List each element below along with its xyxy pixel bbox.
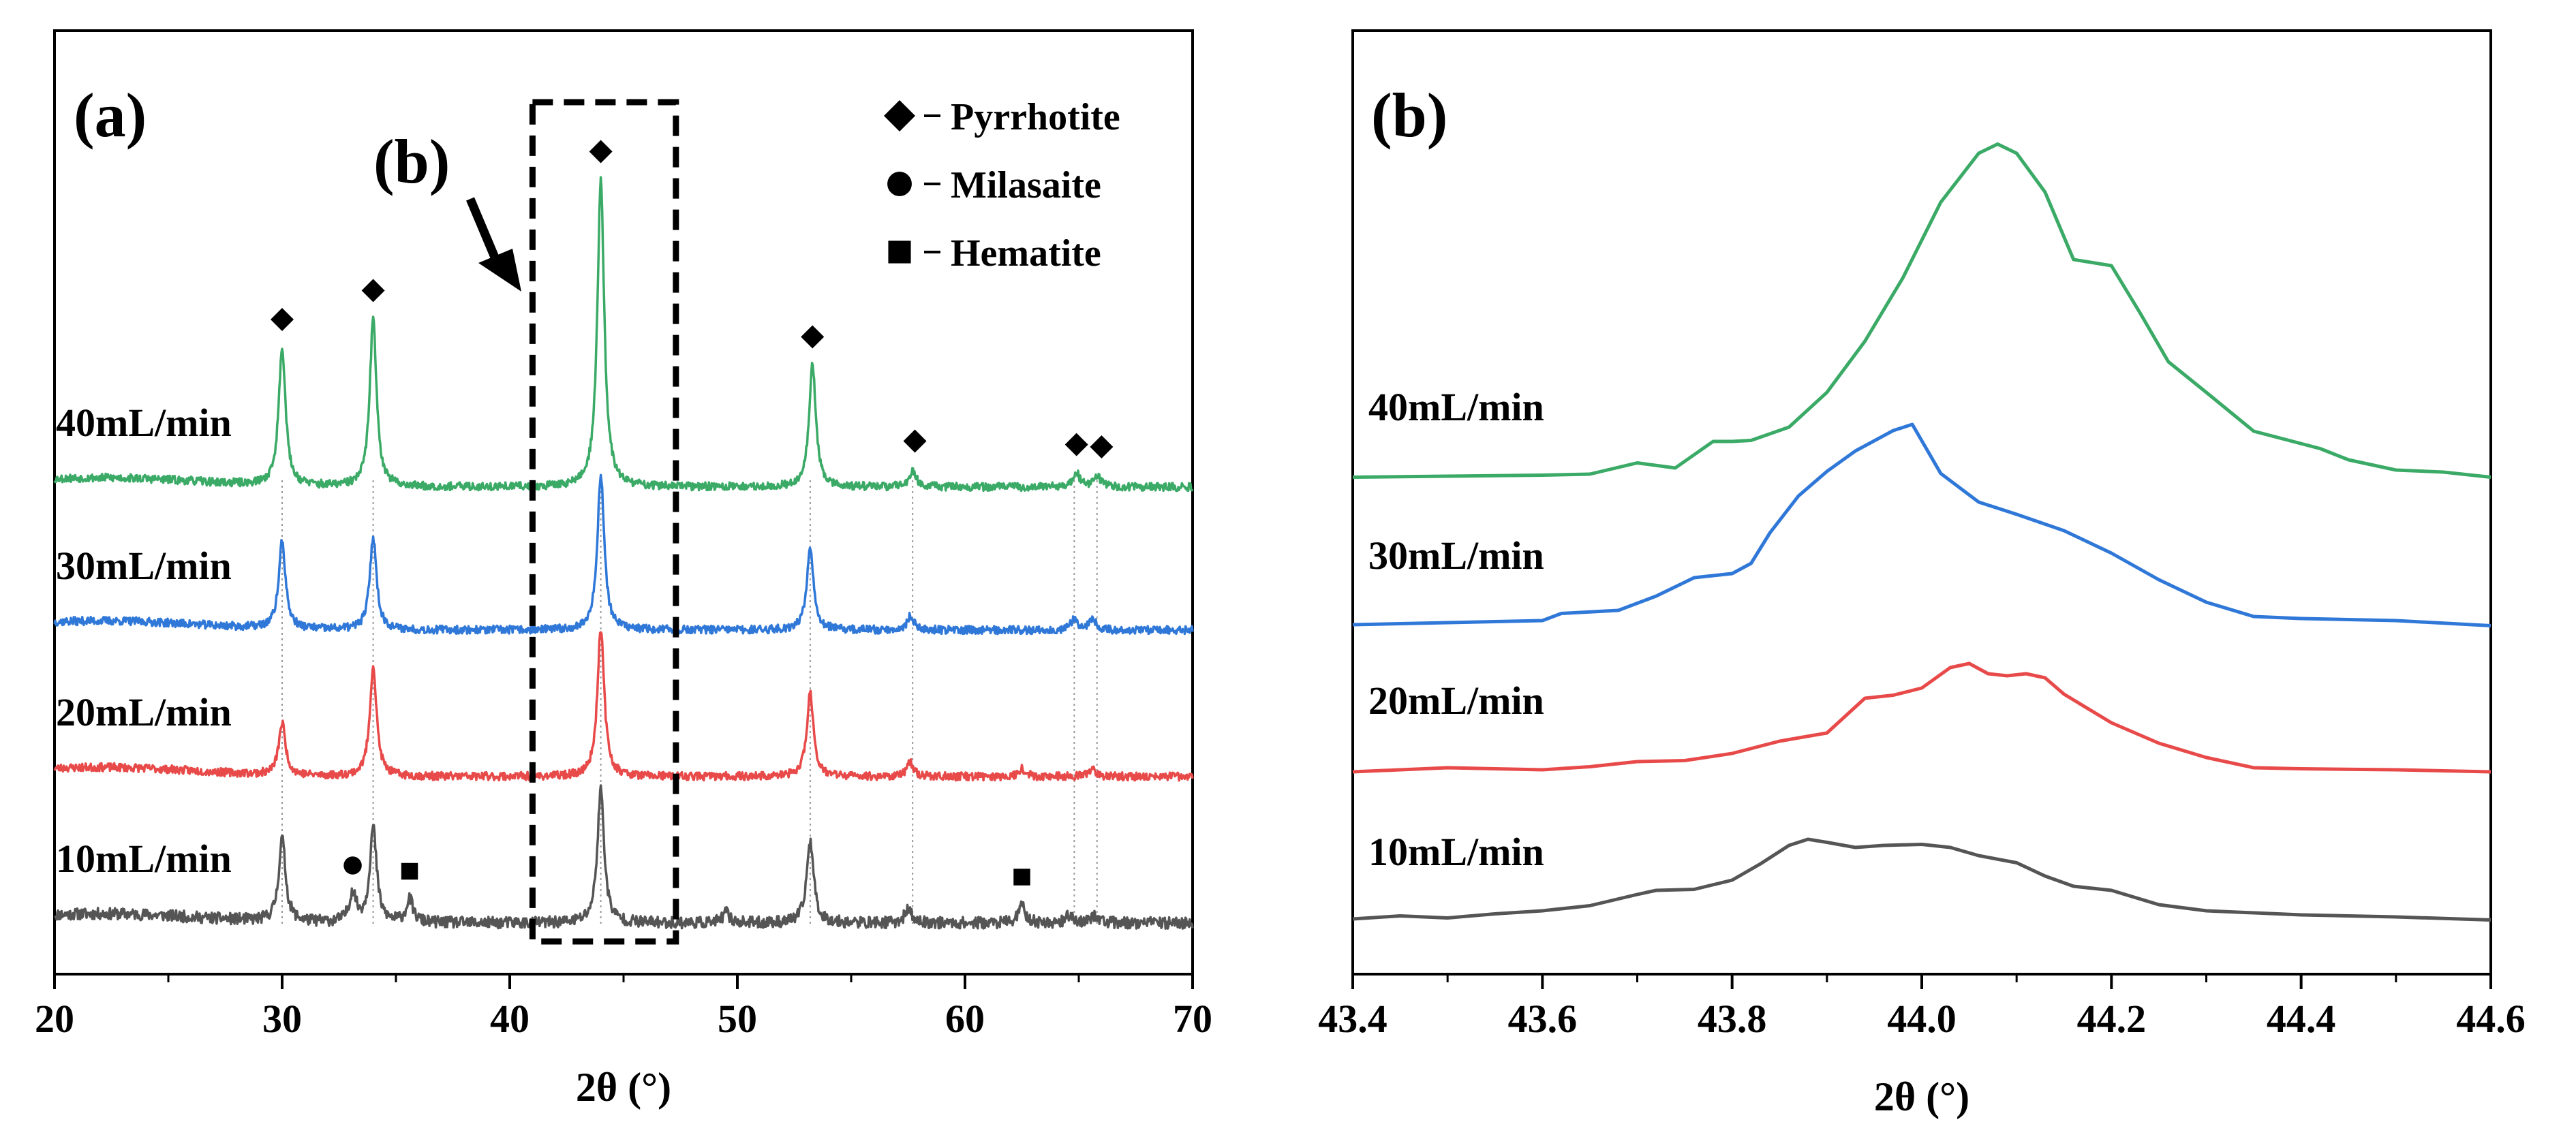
legend-label-milasaite: Milasaite [951, 164, 1101, 206]
x-tick-label: 20 [35, 997, 74, 1041]
inset-region-box [529, 99, 679, 945]
panel-a-legend: Pyrrhotite Milasaite Hematite [884, 96, 1120, 275]
x-tick-label: 44.6 [2456, 997, 2526, 1041]
panel-b-x-axis-label: 2θ (°) [1874, 1074, 1969, 1119]
diamond-phase-marker [271, 308, 294, 331]
legend-label-hematite: Hematite [951, 232, 1101, 275]
circle-phase-marker [343, 856, 362, 875]
panel-b-sample-label: 40mL/min [1368, 385, 1544, 429]
panel-a-sample-label: 40mL/min [56, 401, 232, 445]
zoomed-pattern-10mL-per-min [1352, 837, 2491, 922]
diamond-phase-marker [589, 140, 613, 163]
square-legend-symbol [888, 240, 911, 264]
xrd-pattern-40mL-per-min [53, 176, 1194, 493]
xrd-pattern-30mL-per-min [53, 473, 1194, 636]
inset-region-label: (b) [373, 127, 450, 196]
x-tick-label: 43.4 [1318, 997, 1387, 1041]
square-phase-marker [401, 862, 418, 880]
diamond-phase-marker [903, 429, 927, 453]
panel-b-sample-label: 20mL/min [1368, 678, 1544, 723]
xrd-pattern-10mL-per-min [53, 784, 1194, 930]
panel-b-label: (b) [1371, 80, 1447, 150]
x-tick-label: 44.4 [2267, 997, 2336, 1041]
panel-a-sample-label: 30mL/min [56, 544, 232, 588]
panel-a-reference-lines [281, 480, 1098, 926]
panel-b-x-axis: 43.4 43.6 43.8 44.0 44.2 44.4 44.6 [1318, 974, 2526, 1041]
panel-a-phase-markers [271, 140, 1114, 886]
square-phase-marker [1013, 869, 1030, 886]
panel-b-sample-labels: 10mL/min 20mL/min 30mL/min 40mL/min [1368, 385, 1544, 874]
panel-a-label: (a) [74, 80, 147, 150]
panel-b-zoomed-peak: 10mL/min 20mL/min 30mL/min 40mL/min (b) 43.… [1318, 29, 2526, 1119]
x-tick-label: 43.8 [1698, 997, 1767, 1041]
diamond-phase-marker [1064, 433, 1088, 456]
panel-a-xrd-patterns: 10mL/min 20mL/min 30mL/min 40mL/min (b) (a)… [35, 29, 1212, 1110]
diamond-phase-marker [801, 325, 825, 349]
diamond-phase-marker [1090, 435, 1114, 458]
zoomed-pattern-40mL-per-min [1352, 142, 2491, 479]
panel-b-sample-label: 10mL/min [1368, 830, 1544, 874]
circle-legend-symbol [887, 172, 912, 196]
zoomed-pattern-20mL-per-min [1352, 661, 2491, 774]
panel-a-x-axis: 20 30 40 50 60 70 [35, 974, 1212, 1041]
x-tick-label: 40 [490, 997, 530, 1041]
x-tick-label: 50 [718, 997, 757, 1041]
inset-arrow [466, 197, 521, 292]
diamond-legend-symbol [884, 100, 915, 131]
panel-a-x-axis-label: 2θ (°) [576, 1065, 671, 1110]
panel-b-series [1352, 142, 2491, 922]
x-tick-label: 30 [262, 997, 302, 1041]
diamond-phase-marker [361, 279, 385, 302]
panel-a-sample-label: 20mL/min [56, 690, 232, 734]
legend-label-pyrrhotite: Pyrrhotite [951, 96, 1120, 138]
x-tick-label: 44.2 [2077, 997, 2147, 1041]
zoomed-pattern-30mL-per-min [1352, 422, 2491, 627]
panel-a-sample-labels: 10mL/min 20mL/min 30mL/min 40mL/min [56, 401, 232, 881]
panel-b-sample-label: 30mL/min [1368, 533, 1544, 578]
panel-a-sample-label: 10mL/min [56, 837, 232, 881]
x-tick-label: 60 [945, 997, 985, 1041]
panel-a-series [53, 176, 1194, 930]
xrd-pattern-20mL-per-min [53, 631, 1194, 782]
x-tick-label: 43.6 [1508, 997, 1578, 1041]
x-tick-label: 44.0 [1887, 997, 1957, 1041]
x-tick-label: 70 [1173, 997, 1212, 1041]
